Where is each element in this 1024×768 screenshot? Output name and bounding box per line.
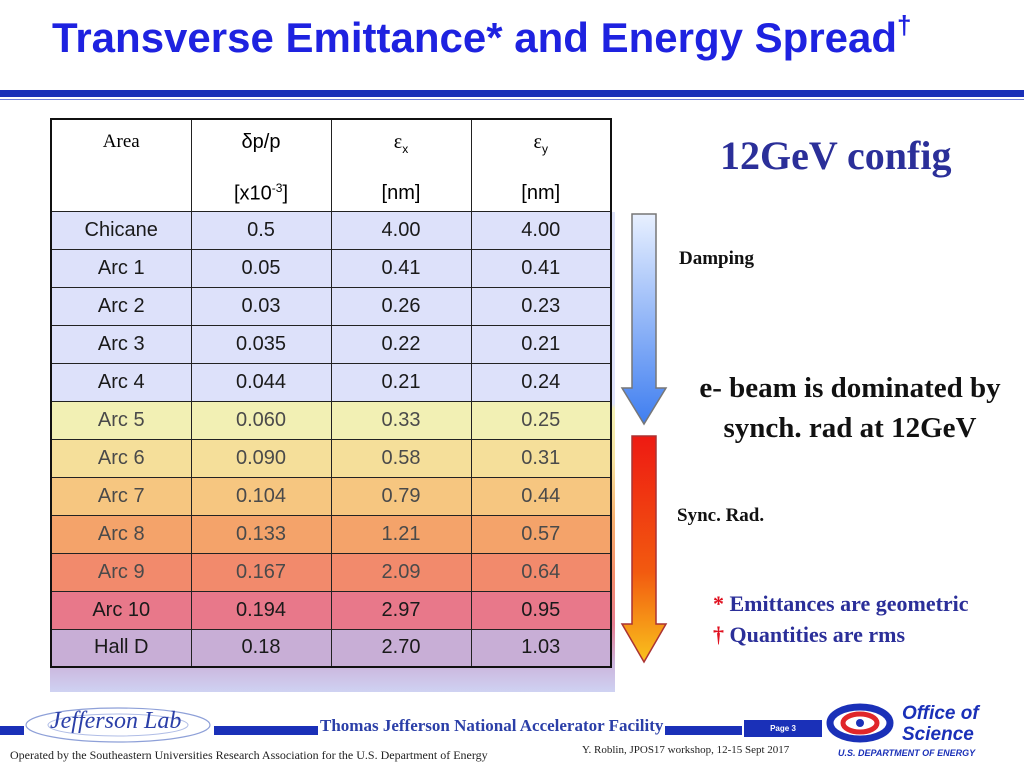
cell-ex: 0.21 <box>330 362 472 402</box>
footer-bar-left <box>0 726 24 735</box>
slide-title: Transverse Emittance* and Energy Spread† <box>52 10 912 62</box>
table-row: Chicane 0.5 4.00 4.00 <box>50 210 612 250</box>
cell-area: Arc 7 <box>50 476 192 516</box>
table-row: Arc 10 0.194 2.97 0.95 <box>50 590 612 630</box>
cell-area: Arc 6 <box>50 438 192 478</box>
cell-ey: 0.41 <box>470 248 612 288</box>
doe-text: U.S. DEPARTMENT OF ENERGY <box>838 748 976 758</box>
cell-area: Arc 1 <box>50 248 192 288</box>
cell-area: Hall D <box>50 628 192 668</box>
title-rule-thin <box>0 99 1024 100</box>
cell-area: Chicane <box>50 210 192 250</box>
note-geometric: * Emittances are geometric <box>713 591 969 616</box>
table-row: Arc 6 0.090 0.58 0.31 <box>50 438 612 478</box>
page-number: Page 3 <box>744 720 822 737</box>
cell-ex: 0.41 <box>330 248 472 288</box>
header-area: Area <box>50 118 192 212</box>
cell-ex: 0.58 <box>330 438 472 478</box>
header-dpp: δp/p [x10-3] <box>190 118 332 212</box>
facility-name: Thomas Jefferson National Accelerator Fa… <box>318 716 666 736</box>
cell-area: Arc 3 <box>50 324 192 364</box>
workshop-info: Y. Roblin, JPOS17 workshop, 12-15 Sept 2… <box>582 744 790 756</box>
header-ex: εx [nm] <box>330 118 472 212</box>
operated-by: Operated by the Southeastern Universitie… <box>10 748 488 762</box>
cell-dpp: 0.133 <box>190 514 332 554</box>
header-ex-unit: [nm] <box>381 182 421 205</box>
footnotes: * Emittances are geometric † Quantities … <box>713 588 969 650</box>
cell-ey: 0.23 <box>470 286 612 326</box>
cell-dpp: 0.05 <box>190 248 332 288</box>
emittance-table: Area δp/p [x10-3] εx [nm] εy [nm] <box>50 118 612 668</box>
dominated-text: e- beam is dominated by synch. rad at 12… <box>699 372 1001 444</box>
cell-ex: 0.22 <box>330 324 472 364</box>
cell-dpp: 0.044 <box>190 362 332 402</box>
title-rule <box>0 90 1024 97</box>
config-label: 12GeV config <box>720 133 952 178</box>
cell-dpp: 0.035 <box>190 324 332 364</box>
cell-ex: 2.09 <box>330 552 472 592</box>
cell-dpp: 0.03 <box>190 286 332 326</box>
cell-ey: 0.44 <box>470 476 612 516</box>
cell-ey: 0.64 <box>470 552 612 592</box>
cell-ey: 0.57 <box>470 514 612 554</box>
cell-dpp: 0.194 <box>190 590 332 630</box>
jefferson-lab-logo-icon <box>25 707 211 743</box>
cell-dpp: 0.104 <box>190 476 332 516</box>
table-header-row: Area δp/p [x10-3] εx [nm] εy [nm] <box>50 118 612 212</box>
header-area-label: Area <box>102 131 140 153</box>
table-row: Hall D 0.18 2.70 1.03 <box>50 628 612 668</box>
table-row: Arc 2 0.03 0.26 0.23 <box>50 286 612 326</box>
header-ey-label: εy <box>533 131 548 157</box>
cell-ey: 1.03 <box>470 628 612 668</box>
header-dpp-label: δp/p <box>241 131 281 154</box>
office-of-science-text: Office of Science <box>902 703 979 745</box>
table-row: Arc 1 0.05 0.41 0.41 <box>50 248 612 288</box>
cell-area: Arc 2 <box>50 286 192 326</box>
title-star: * <box>486 14 503 61</box>
cell-ex: 4.00 <box>330 210 472 250</box>
sync-rad-arrow-icon <box>620 435 668 664</box>
cell-dpp: 0.167 <box>190 552 332 592</box>
table-row: Arc 4 0.044 0.21 0.24 <box>50 362 612 402</box>
note-rms: † Quantities are rms <box>713 622 906 647</box>
cell-area: Arc 8 <box>50 514 192 554</box>
cell-area: Arc 4 <box>50 362 192 402</box>
cell-ex: 0.33 <box>330 400 472 440</box>
damping-label: Damping <box>679 248 754 269</box>
cell-dpp: 0.5 <box>190 210 332 250</box>
cell-ex: 2.97 <box>330 590 472 630</box>
header-ex-label: εx <box>393 131 409 157</box>
title-main: Transverse Emittance <box>52 14 487 61</box>
cell-ey: 0.21 <box>470 324 612 364</box>
cell-dpp: 0.090 <box>190 438 332 478</box>
cell-ex: 0.79 <box>330 476 472 516</box>
header-dpp-unit: [x10-3] <box>233 180 289 205</box>
cell-ey: 0.95 <box>470 590 612 630</box>
title-middle: and Energy Spread <box>502 14 898 61</box>
cell-ex: 1.21 <box>330 514 472 554</box>
damping-arrow-icon <box>620 213 668 426</box>
cell-area: Arc 10 <box>50 590 192 630</box>
table-row: Arc 3 0.035 0.22 0.21 <box>50 324 612 364</box>
header-ey: εy [nm] <box>470 118 612 212</box>
table-row: Arc 5 0.060 0.33 0.25 <box>50 400 612 440</box>
header-ey-unit: [nm] <box>521 182 561 205</box>
cell-dpp: 0.18 <box>190 628 332 668</box>
table-row: Arc 7 0.104 0.79 0.44 <box>50 476 612 516</box>
office-of-science-logo-icon <box>824 702 898 744</box>
cell-ey: 0.24 <box>470 362 612 402</box>
cell-ex: 0.26 <box>330 286 472 326</box>
cell-ex: 2.70 <box>330 628 472 668</box>
title-dagger: † <box>897 10 912 40</box>
sync-rad-label: Sync. Rad. <box>677 505 765 526</box>
jefferson-lab-logo-text: Jefferson Lab <box>50 708 182 734</box>
table-row: Arc 9 0.167 2.09 0.64 <box>50 552 612 592</box>
cell-area: Arc 9 <box>50 552 192 592</box>
table-row: Arc 8 0.133 1.21 0.57 <box>50 514 612 554</box>
cell-ey: 0.31 <box>470 438 612 478</box>
cell-ey: 0.25 <box>470 400 612 440</box>
cell-dpp: 0.060 <box>190 400 332 440</box>
cell-area: Arc 5 <box>50 400 192 440</box>
cell-ey: 4.00 <box>470 210 612 250</box>
